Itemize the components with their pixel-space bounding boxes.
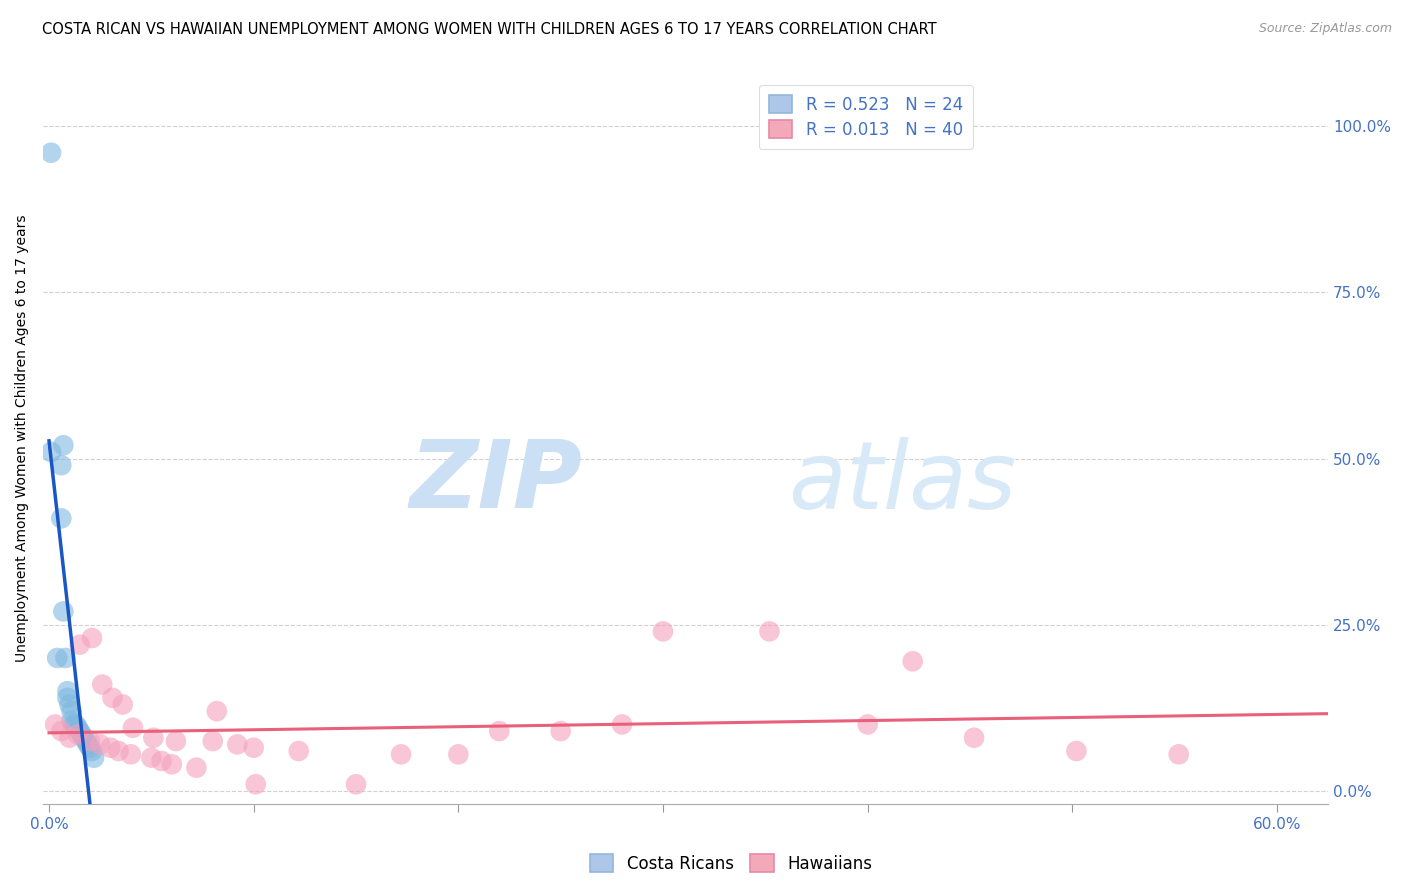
Legend: Costa Ricans, Hawaiians: Costa Ricans, Hawaiians: [583, 847, 879, 880]
Point: [150, 754, 173, 768]
Point: [44, 717, 66, 731]
Text: Source: ZipAtlas.com: Source: ZipAtlas.com: [1258, 22, 1392, 36]
Point: [73, 731, 96, 745]
Point: [447, 747, 470, 762]
Point: [60, 714, 83, 728]
Point: [56, 684, 79, 698]
Point: [62, 717, 84, 731]
Point: [201, 734, 224, 748]
Point: [89, 738, 111, 752]
Point: [51, 458, 73, 473]
Point: [58, 698, 80, 712]
Point: [856, 717, 879, 731]
Point: [758, 624, 780, 639]
Y-axis label: Unemployment Among Women with Children Ages 6 to 17 years: Unemployment Among Women with Children A…: [15, 215, 30, 663]
Text: ZIP: ZIP: [409, 436, 582, 528]
Point: [66, 721, 89, 735]
Point: [963, 731, 986, 745]
Point: [245, 777, 267, 791]
Point: [111, 698, 134, 712]
Point: [60, 704, 83, 718]
Point: [52, 604, 75, 618]
Point: [51, 511, 73, 525]
Point: [550, 724, 572, 739]
Point: [66, 727, 89, 741]
Point: [1167, 747, 1189, 762]
Point: [39, 445, 62, 459]
Point: [69, 638, 91, 652]
Point: [101, 690, 124, 705]
Point: [226, 738, 249, 752]
Point: [65, 717, 87, 731]
Point: [80, 744, 103, 758]
Point: [69, 724, 91, 739]
Point: [83, 750, 105, 764]
Point: [122, 721, 145, 735]
Point: [107, 744, 129, 758]
Point: [79, 740, 101, 755]
Point: [51, 724, 73, 739]
Point: [120, 747, 142, 762]
Point: [55, 651, 77, 665]
Point: [242, 740, 264, 755]
Text: COSTA RICAN VS HAWAIIAN UNEMPLOYMENT AMONG WOMEN WITH CHILDREN AGES 6 TO 17 YEAR: COSTA RICAN VS HAWAIIAN UNEMPLOYMENT AMO…: [42, 22, 936, 37]
Point: [652, 624, 675, 639]
Point: [142, 731, 165, 745]
Point: [610, 717, 633, 731]
Point: [165, 734, 187, 748]
Point: [52, 438, 75, 452]
Point: [389, 747, 412, 762]
Point: [901, 654, 924, 668]
Point: [205, 704, 228, 718]
Point: [56, 690, 79, 705]
Point: [344, 777, 367, 791]
Point: [75, 734, 97, 748]
Point: [80, 631, 103, 645]
Point: [100, 740, 122, 755]
Point: [488, 724, 510, 739]
Text: atlas: atlas: [789, 437, 1017, 528]
Point: [58, 731, 80, 745]
Point: [46, 651, 69, 665]
Point: [91, 677, 114, 691]
Legend: R = 0.523   N = 24, R = 0.013   N = 40: R = 0.523 N = 24, R = 0.013 N = 40: [759, 85, 973, 149]
Point: [287, 744, 309, 758]
Point: [1066, 744, 1088, 758]
Point: [160, 757, 183, 772]
Point: [186, 761, 208, 775]
Point: [79, 734, 101, 748]
Point: [77, 738, 100, 752]
Point: [39, 145, 62, 160]
Point: [141, 750, 163, 764]
Point: [70, 727, 93, 741]
